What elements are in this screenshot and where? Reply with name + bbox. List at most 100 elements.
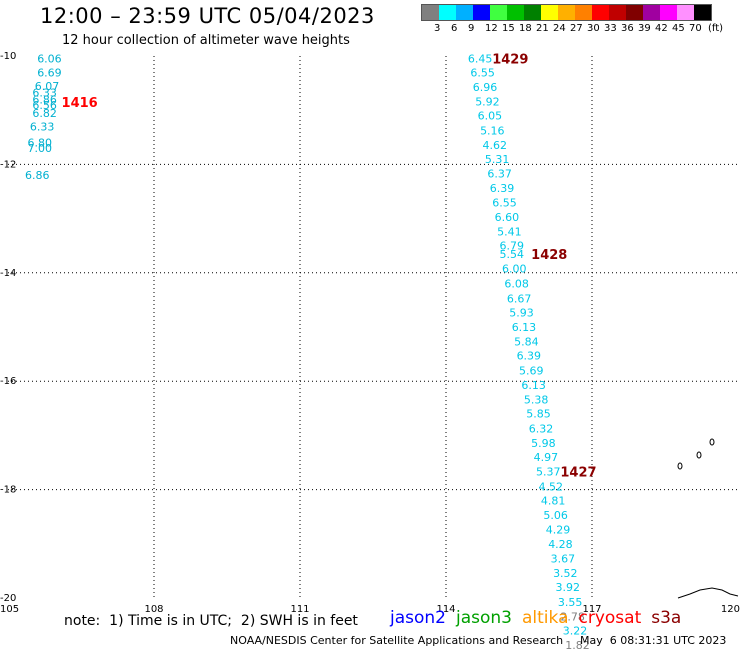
satellite-s3a: s3a — [651, 608, 682, 628]
wave-height-value: 6.07 — [35, 80, 60, 93]
lat-tick-label: -20 — [0, 593, 16, 604]
legend-swatch — [541, 5, 558, 20]
wave-height-value: 6.00 — [502, 262, 527, 275]
wave-height-value: 6.33 — [32, 86, 57, 99]
wave-height-value: 3.22 — [563, 625, 588, 638]
wave-height-value: 5.31 — [485, 153, 510, 166]
wave-height-value: 4.52 — [538, 480, 563, 493]
lon-tick-label: 108 — [144, 604, 163, 615]
wave-height-value: 5.93 — [509, 306, 534, 319]
legend-label: 45 — [672, 23, 685, 34]
legend-label: 33 — [604, 23, 617, 34]
wave-height-value: 5.38 — [524, 394, 549, 407]
lat-tick-label: -12 — [0, 159, 16, 170]
legend-swatch — [439, 5, 456, 20]
wave-height-value: 6.60 — [495, 211, 519, 224]
legend-label: 42 — [655, 23, 668, 34]
credit-text: NOAA/NESDIS Center for Satellite Applica… — [230, 634, 564, 647]
legend-label: 12 — [485, 23, 498, 34]
wave-height-value: 4.97 — [534, 451, 559, 464]
wave-height-value: 6.69 — [37, 66, 62, 79]
coastline — [677, 587, 739, 599]
satellite-cryosat: cryosat — [578, 608, 642, 628]
time-marker-label: 1427 — [560, 466, 596, 481]
wave-height-value: 2.78 — [560, 610, 585, 623]
satellite-altika: altika — [522, 608, 569, 628]
legend-swatch — [507, 5, 524, 20]
wave-height-value: 6.13 — [521, 379, 546, 392]
wave-height-legend: 3 6 9 12 15 18 21 24 27 30 33 36 39 42 45 70 (ft) — [421, 4, 723, 35]
wave-height-value: 5.84 — [514, 336, 539, 349]
wave-height-value: 6.37 — [487, 168, 512, 181]
legend-swatch — [694, 5, 711, 20]
time-marker-label: 1428 — [531, 248, 567, 263]
legend-color-bar — [421, 4, 712, 21]
wave-height-value: 6.13 — [512, 321, 537, 334]
legend-label: 3 — [434, 23, 441, 34]
wave-height-value: 6.67 — [507, 292, 532, 305]
wave-height-value: 3.52 — [553, 567, 578, 580]
wave-height-value: 6.39 — [517, 350, 542, 363]
time-marker-label: 1429 — [492, 53, 528, 68]
wave-height-value: 6.55 — [470, 66, 495, 79]
wave-height-value: 5.69 — [519, 364, 544, 377]
legend-label: 27 — [570, 23, 583, 34]
wave-height-value: 3.92 — [556, 581, 581, 594]
note-text: note: 1) Time is in UTC; 2) SWH is in fe… — [64, 613, 358, 629]
wave-height-value: 6.56 — [32, 99, 57, 112]
legend-label: 9 — [468, 23, 475, 34]
legend-swatch — [456, 5, 473, 20]
satellite-legend: jason2 jason3 altika cryosat s3a — [390, 608, 691, 628]
legend-swatch — [677, 5, 694, 20]
legend-swatch — [626, 5, 643, 20]
legend-label: 24 — [553, 23, 566, 34]
legend-swatch — [524, 5, 541, 20]
lon-tick-label: 105 — [0, 604, 19, 615]
satellite-jason3: jason3 — [456, 608, 512, 628]
island-shape — [677, 462, 683, 470]
wave-height-value: 5.92 — [475, 96, 500, 109]
page-subtitle: 12 hour collection of altimeter wave hei… — [62, 33, 350, 48]
legend-swatch — [490, 5, 507, 20]
lat-tick-label: -18 — [0, 485, 16, 496]
wave-height-value: 6.96 — [473, 81, 498, 94]
wave-height-value: 1.82 — [565, 639, 590, 650]
legend-swatch — [609, 5, 626, 20]
legend-swatch — [422, 5, 439, 20]
legend-swatch — [473, 5, 490, 20]
lon-tick-label: 111 — [290, 604, 309, 615]
legend-label: 30 — [587, 23, 600, 34]
wave-height-value: 6.79 — [500, 240, 525, 253]
legend-label: 15 — [502, 23, 515, 34]
wave-height-value: 6.33 — [30, 120, 55, 133]
legend-label: 6 — [451, 23, 458, 34]
lat-tick-label: -14 — [0, 268, 16, 279]
legend-swatch — [660, 5, 677, 20]
legend-label: 70 — [689, 23, 702, 34]
legend-label: (ft) — [708, 23, 724, 34]
wave-height-value: 5.37 — [536, 466, 561, 479]
wave-height-value: 4.62 — [483, 139, 508, 152]
wave-height-value: 5.16 — [480, 124, 505, 137]
wave-height-value: 5.54 — [500, 248, 525, 261]
wave-height-value: 4.81 — [541, 494, 566, 507]
legend-swatch — [575, 5, 592, 20]
wave-height-value: 6.82 — [32, 107, 57, 120]
legend-label: 36 — [621, 23, 634, 34]
time-marker-label: 1416 — [62, 96, 98, 111]
legend-swatch — [592, 5, 609, 20]
island-shape — [709, 438, 715, 446]
wave-height-value: 5.41 — [497, 226, 521, 239]
lon-tick-label: 114 — [436, 604, 455, 615]
legend-labels: 3 6 9 12 15 18 21 24 27 30 33 36 39 42 45 70 (ft) — [421, 21, 723, 35]
wave-height-value: 4.28 — [548, 538, 573, 551]
legend-swatch — [558, 5, 575, 20]
legend-swatch — [643, 5, 660, 20]
wave-height-value: 6.86 — [25, 169, 50, 182]
wave-height-value: 3.55 — [558, 596, 583, 609]
wave-height-value: 6.86 — [32, 93, 57, 106]
wave-height-value: 5.85 — [526, 408, 551, 421]
wave-height-value: 5.06 — [543, 509, 568, 522]
credit-timestamp: May 6 08:31:31 UTC 2023 — [580, 634, 727, 647]
